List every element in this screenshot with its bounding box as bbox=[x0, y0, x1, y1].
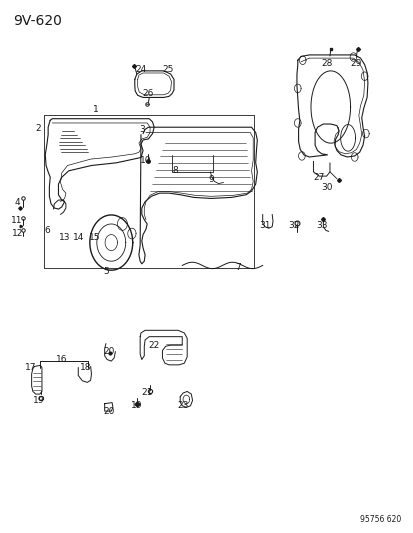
Text: 9: 9 bbox=[208, 175, 214, 184]
Text: 18: 18 bbox=[79, 363, 91, 372]
Text: 6: 6 bbox=[44, 226, 50, 235]
Text: 8: 8 bbox=[171, 166, 177, 175]
Text: 27: 27 bbox=[313, 173, 324, 182]
Text: 17: 17 bbox=[25, 363, 36, 372]
Text: 20: 20 bbox=[103, 347, 114, 356]
Text: 21: 21 bbox=[141, 388, 152, 397]
Text: 1: 1 bbox=[93, 105, 98, 114]
Text: 33: 33 bbox=[315, 221, 327, 230]
Text: 95756 620: 95756 620 bbox=[359, 515, 400, 524]
Text: 4: 4 bbox=[14, 198, 20, 207]
Text: 20: 20 bbox=[103, 407, 114, 416]
Text: 5: 5 bbox=[103, 268, 109, 276]
Text: 23: 23 bbox=[177, 401, 188, 410]
Text: 24: 24 bbox=[135, 66, 146, 74]
Text: 7: 7 bbox=[235, 263, 240, 272]
Text: 31: 31 bbox=[259, 221, 270, 230]
Text: 15: 15 bbox=[89, 233, 100, 242]
Text: 9V-620: 9V-620 bbox=[13, 14, 62, 28]
Text: 2: 2 bbox=[36, 124, 41, 133]
Text: 26: 26 bbox=[142, 89, 154, 98]
Text: 10: 10 bbox=[140, 156, 151, 165]
Text: 28: 28 bbox=[320, 59, 332, 68]
Text: 11: 11 bbox=[12, 216, 23, 225]
Text: 12: 12 bbox=[12, 229, 23, 238]
Text: 22: 22 bbox=[148, 341, 159, 350]
Text: 32: 32 bbox=[287, 221, 299, 230]
Text: 30: 30 bbox=[320, 183, 332, 192]
Text: 16: 16 bbox=[56, 355, 67, 364]
Text: 19: 19 bbox=[33, 396, 44, 405]
Text: 19: 19 bbox=[131, 401, 142, 410]
Text: 3: 3 bbox=[139, 125, 144, 134]
Text: 25: 25 bbox=[162, 66, 173, 74]
Text: 13: 13 bbox=[59, 233, 70, 242]
Text: 29: 29 bbox=[350, 59, 361, 68]
Text: 14: 14 bbox=[73, 233, 85, 242]
